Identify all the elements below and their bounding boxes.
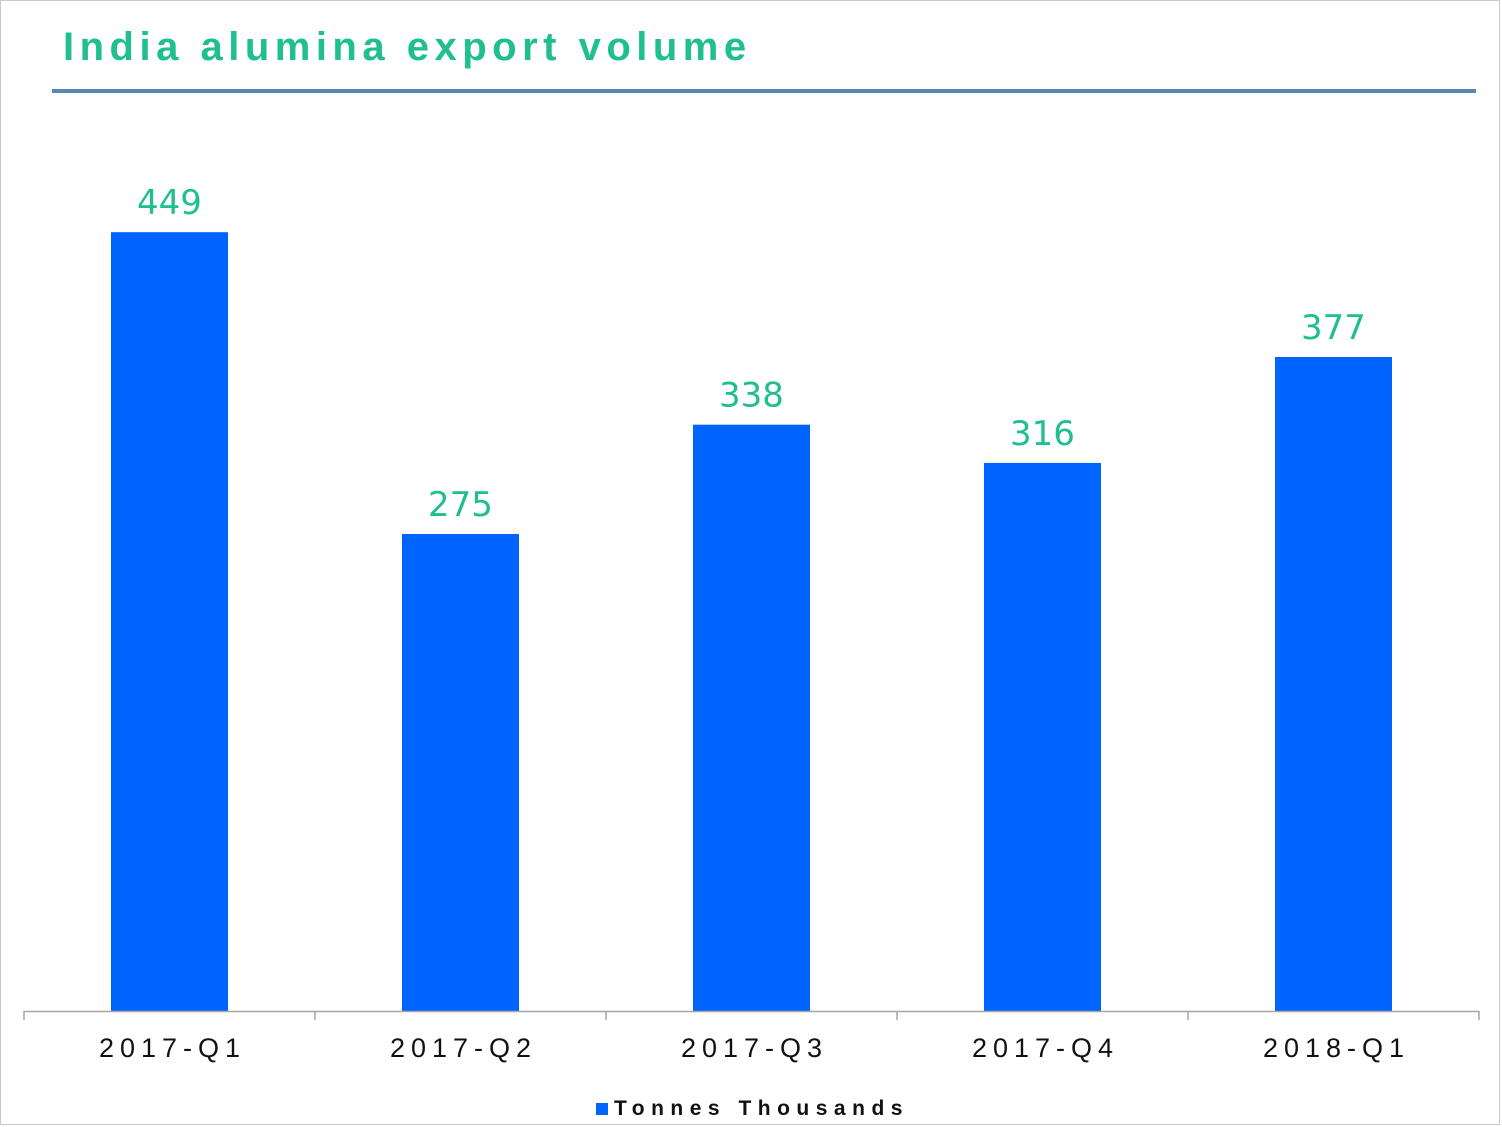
bar-group xyxy=(111,232,1392,1011)
data-label-2017-q4: 316 xyxy=(1010,414,1075,454)
data-label-2017-q2: 275 xyxy=(428,485,493,525)
legend-label: Tonnes Thousands xyxy=(614,1097,909,1121)
bar-2017-q4 xyxy=(984,463,1101,1011)
x-tick-label-2017-q4: 2017-Q4 xyxy=(972,1033,1119,1063)
x-axis xyxy=(24,1011,1479,1020)
x-tick-label-2017-q1: 2017-Q1 xyxy=(99,1033,246,1063)
data-label-2017-q1: 449 xyxy=(137,183,202,223)
data-label-2018-q1: 377 xyxy=(1301,308,1366,348)
bar-2017-q2 xyxy=(402,534,519,1011)
x-tick-label-2017-q3: 2017-Q3 xyxy=(681,1033,828,1063)
data-label-2017-q3: 338 xyxy=(719,376,784,416)
x-tick-label-2017-q2: 2017-Q2 xyxy=(390,1033,537,1063)
bar-2017-q1 xyxy=(111,232,228,1011)
bar-2017-q3 xyxy=(693,425,810,1011)
legend: Tonnes Thousands xyxy=(596,1097,909,1121)
legend-swatch xyxy=(596,1103,608,1115)
x-tick-label-2018-q1: 2018-Q1 xyxy=(1263,1033,1410,1063)
x-tick-label-group: 2017-Q1 2017-Q2 2017-Q3 2017-Q4 2018-Q1 xyxy=(99,1033,1410,1063)
bar-2018-q1 xyxy=(1275,357,1392,1011)
